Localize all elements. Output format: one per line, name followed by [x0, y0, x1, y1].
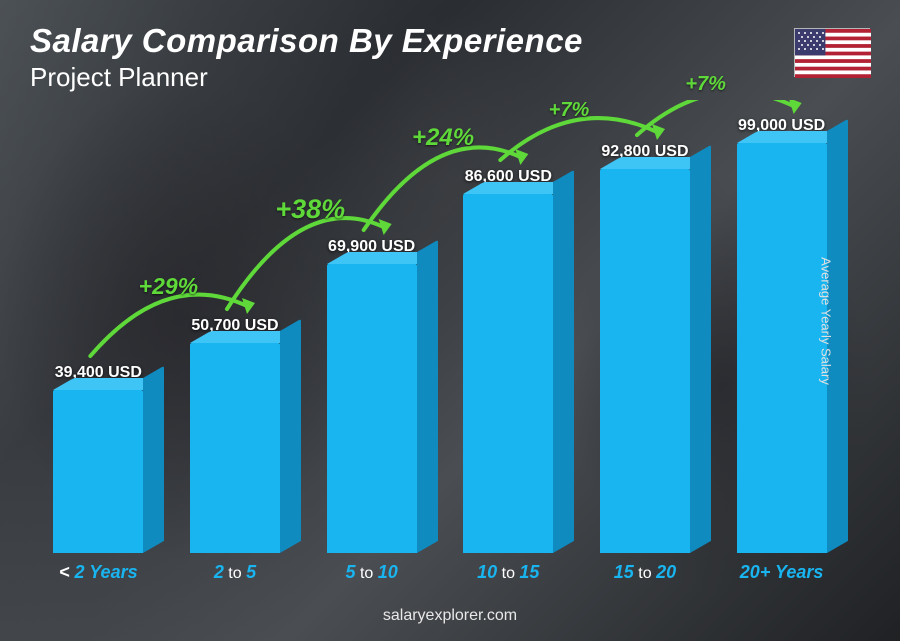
bar [327, 264, 417, 553]
x-axis-label: 2 to 5 [167, 562, 304, 583]
x-axis-label: < 2 Years [30, 562, 167, 583]
header: Salary Comparison By Experience Project … [30, 22, 583, 93]
increase-pct: +29% [139, 273, 198, 300]
bar-group: 50,700 USD [167, 100, 304, 553]
bar-group: 39,400 USD [30, 100, 167, 553]
bars-container: 39,400 USD50,700 USD69,900 USD86,600 USD… [30, 100, 850, 553]
bar-group: 86,600 USD [440, 100, 577, 553]
bar [600, 169, 690, 553]
bar [190, 343, 280, 553]
increase-pct: +7% [549, 99, 590, 122]
y-axis-label: Average Yearly Salary [819, 257, 834, 385]
x-axis-label: 20+ Years [713, 562, 850, 583]
increase-pct: +7% [685, 73, 726, 96]
bar-group: 69,900 USD [303, 100, 440, 553]
chart-area: 39,400 USD50,700 USD69,900 USD86,600 USD… [30, 100, 850, 583]
bar [737, 143, 827, 553]
increase-pct: +24% [412, 124, 474, 152]
bar-group: 92,800 USD [577, 100, 714, 553]
increase-pct: +38% [275, 194, 345, 225]
chart-subtitle: Project Planner [30, 62, 583, 93]
footer-text: salaryexplorer.com [0, 607, 900, 625]
x-axis-label: 10 to 15 [440, 562, 577, 583]
x-axis-label: 15 to 20 [577, 562, 714, 583]
bar [53, 390, 143, 553]
x-axis-label: 5 to 10 [303, 562, 440, 583]
chart-title: Salary Comparison By Experience [30, 22, 583, 60]
bar [463, 194, 553, 553]
x-axis-labels: < 2 Years2 to 55 to 1010 to 1515 to 2020… [30, 562, 850, 583]
flag-icon [794, 28, 870, 77]
